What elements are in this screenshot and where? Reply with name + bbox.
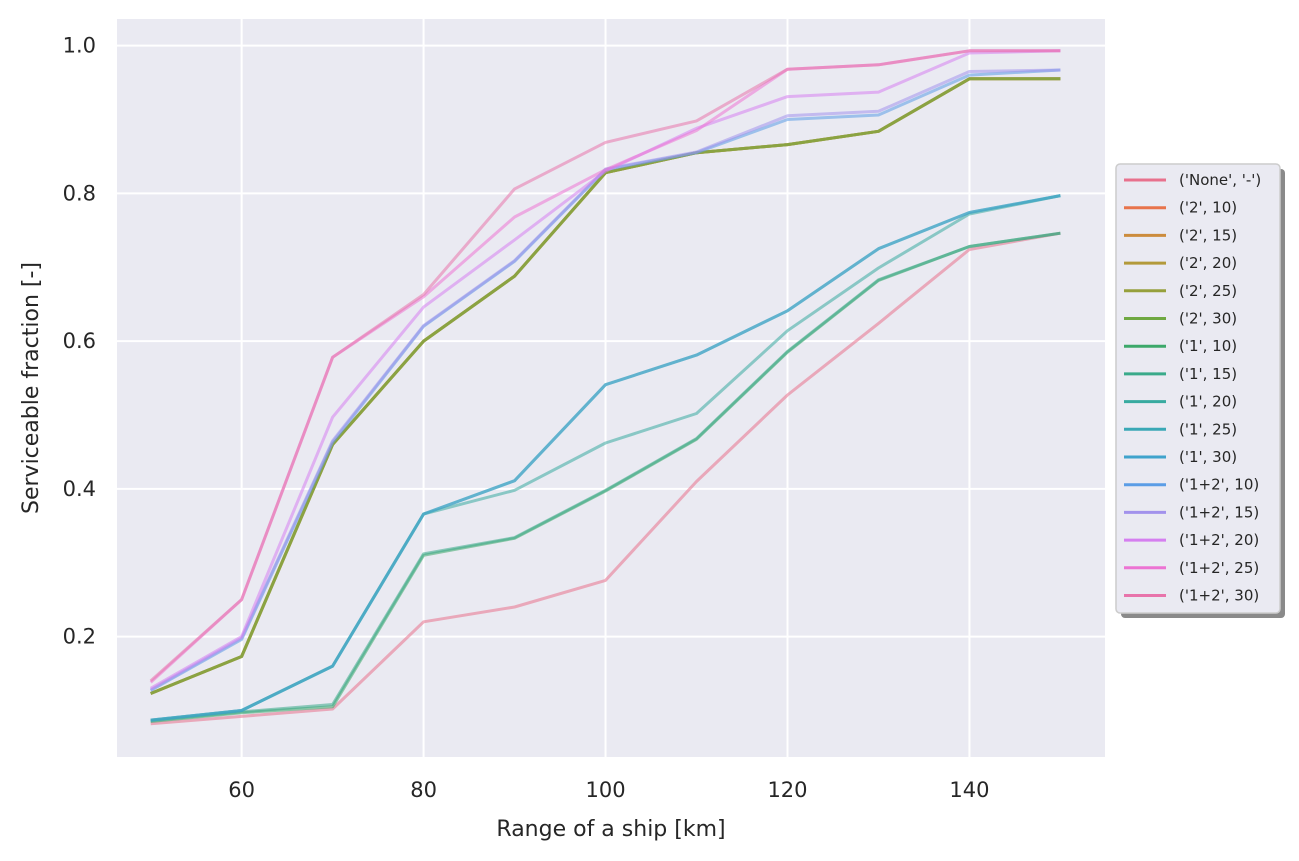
series-layer [149,49,1061,726]
series-line-7 [150,231,1061,723]
x-ticks: 60 80 100 120 140 [228,778,989,802]
legend-box [1115,163,1281,614]
series-line-0 [150,231,1061,726]
legend-entry-label: ('1', 20) [1179,393,1237,411]
legend-entry-label: ('1+2', 25) [1179,559,1259,577]
legend-entry-label: ('2', 30) [1179,310,1237,328]
legend: ('None', '-') ('2', 10) ('2', 15) ('2', 20)… [1115,163,1285,618]
x-tick-label: 120 [767,778,807,802]
y-tick-label: 0.4 [63,477,96,501]
legend-entry-label: ('2', 10) [1179,199,1237,217]
x-tick-label: 100 [585,778,625,802]
legend-entry-label: ('2', 20) [1179,254,1237,272]
y-tick-label: 0.8 [63,181,96,205]
x-tick-label: 140 [949,778,989,802]
x-axis-label: Range of a ship [km] [496,817,725,842]
x-tick-label: 80 [410,778,437,802]
legend-entry-label: ('2', 25) [1179,282,1237,300]
legend-entry-label: ('1+2', 15) [1179,503,1259,521]
y-tick-label: 1.0 [63,34,96,58]
legend-entry-label: ('1', 10) [1179,337,1237,355]
legend-entry-label: ('2', 15) [1179,226,1237,244]
legend-entry-label: ('None', '-') [1179,171,1261,189]
y-tick-label: 0.6 [63,329,96,353]
series-line-10 [150,194,1061,722]
series-line-15 [149,49,1061,683]
y-ticks: 0.2 0.4 0.6 0.8 1.0 [63,34,96,649]
legend-entry-label: ('1+2', 10) [1179,476,1259,494]
x-tick-label: 60 [228,778,255,802]
y-tick-label: 0.2 [63,625,96,649]
legend-entry-label: ('1+2', 20) [1179,531,1259,549]
legend-entry-label: ('1', 25) [1179,420,1237,438]
legend-entry-label: ('1+2', 30) [1179,587,1259,605]
y-axis-label: Serviceable fraction [-] [19,262,44,514]
legend-entry-label: ('1', 15) [1179,365,1237,383]
legend-entry-label: ('1', 30) [1179,448,1237,466]
plot-background [117,19,1105,757]
